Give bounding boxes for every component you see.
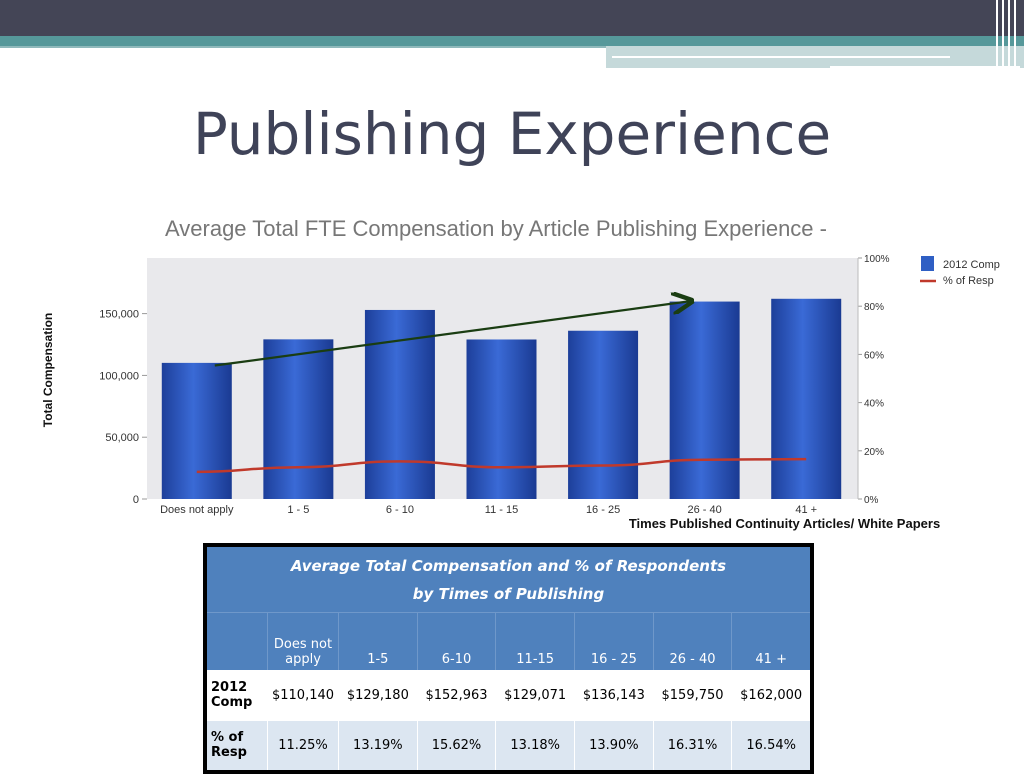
bar	[263, 339, 334, 499]
table-cell: $162,000	[731, 669, 810, 721]
x-tick-label: 11 - 15	[485, 504, 518, 516]
table-header-cell: 16 - 25	[574, 612, 654, 670]
legend-swatch-comp	[921, 256, 934, 271]
table-title-row: Average Total Compensation and % of Resp…	[207, 547, 810, 613]
header-bar	[0, 0, 1024, 36]
table-header-cell: 26 - 40	[652, 612, 732, 670]
y2-tick-label: 100%	[864, 254, 890, 265]
series-line-resp	[196, 457, 807, 474]
x-tick-label: 1 - 5	[287, 504, 309, 516]
table-row-label: % of Resp	[207, 720, 268, 770]
table-cell: 13.19%	[338, 720, 418, 770]
x-tick-label: 16 - 25	[586, 504, 620, 516]
y-tick-label: 100,000	[99, 370, 139, 382]
table-header-row: Does not apply 1-5 6-10 11-15 16 - 25 26 - 40…	[207, 612, 810, 670]
x-tick-label: 6 - 10	[386, 504, 414, 516]
table-cell: 16.31%	[652, 720, 732, 770]
chart: 0 50,000 100,000 150,000 0% 20% 40% 60% 80% 100% D…	[41, 254, 1000, 531]
legend-label-resp: % of Resp	[943, 275, 994, 287]
y-tick-label: 50,000	[105, 432, 139, 444]
y2-tick-label: 20%	[864, 447, 884, 458]
y2-tick-label: 40%	[864, 399, 884, 410]
chart-title: Average Total FTE Compensation by Articl…	[165, 216, 827, 241]
header-accent-band	[0, 36, 1024, 46]
y2-tick-label: 60%	[864, 350, 884, 361]
table-row: 2012 Comp $110,140 $129,180 $152,963 $129,071…	[207, 669, 810, 721]
table-cell: $136,143	[574, 669, 654, 721]
data-table: Average Total Compensation and % of Resp…	[203, 543, 814, 774]
table-header-cell: 41 +	[731, 612, 810, 670]
table-cell: 16.54%	[731, 720, 810, 770]
table-cell: $129,071	[495, 669, 575, 721]
header-accent-line	[0, 46, 606, 48]
table-title: Average Total Compensation and % of Resp…	[207, 547, 810, 613]
table-cell: 11.25%	[267, 720, 339, 770]
y-tick-label: 0	[133, 494, 139, 506]
table-header-cell: 6-10	[416, 612, 496, 670]
x-tick-label: Does not apply	[160, 504, 234, 516]
table-cell: 13.18%	[495, 720, 575, 770]
y-axis-label: Total Compensation	[41, 313, 55, 427]
x-tick-label: 26 - 40	[688, 504, 722, 516]
bar	[364, 309, 435, 499]
table-cell: $159,750	[652, 669, 732, 721]
y-tick-label: 150,000	[99, 309, 139, 321]
x-axis-label: Times Published Continuity Articles/ Whi…	[629, 516, 940, 531]
table-header-cell: 11-15	[495, 612, 575, 670]
bar	[568, 330, 639, 499]
trend-arrow	[214, 301, 690, 367]
x-tick-label: 41 +	[795, 504, 817, 516]
table-cell: $152,963	[416, 669, 496, 721]
bar	[669, 301, 740, 499]
bar	[771, 298, 842, 499]
table-title-line-2: by Times of Publishing	[412, 584, 605, 603]
header-accent-inner-line	[612, 56, 950, 58]
y2-tick-label: 0%	[864, 495, 879, 506]
table-title-line-1: Average Total Compensation and % of Resp…	[290, 556, 727, 575]
table-row: % of Resp 11.25% 13.19% 15.62% 13.18% 13.90% 16…	[207, 720, 810, 770]
page-title: Publishing Experience	[192, 100, 832, 168]
table-cell: $110,140	[267, 669, 339, 721]
table-cell: 13.90%	[574, 720, 654, 770]
table-row-label: 2012 Comp	[207, 669, 268, 721]
legend-label-comp: 2012 Comp	[943, 259, 1000, 271]
y2-tick-label: 80%	[864, 302, 884, 313]
table-header-cell: 1-5	[338, 612, 418, 670]
table-cell: 15.62%	[416, 720, 496, 770]
bar	[161, 362, 232, 499]
header-accent-inner-line-2	[830, 66, 1020, 68]
bar	[466, 339, 537, 499]
table-header-corner	[207, 612, 268, 670]
table-header-cell: Does not apply	[267, 612, 339, 670]
table-cell: $129,180	[338, 669, 418, 721]
header-vertical-lines	[992, 0, 1024, 68]
